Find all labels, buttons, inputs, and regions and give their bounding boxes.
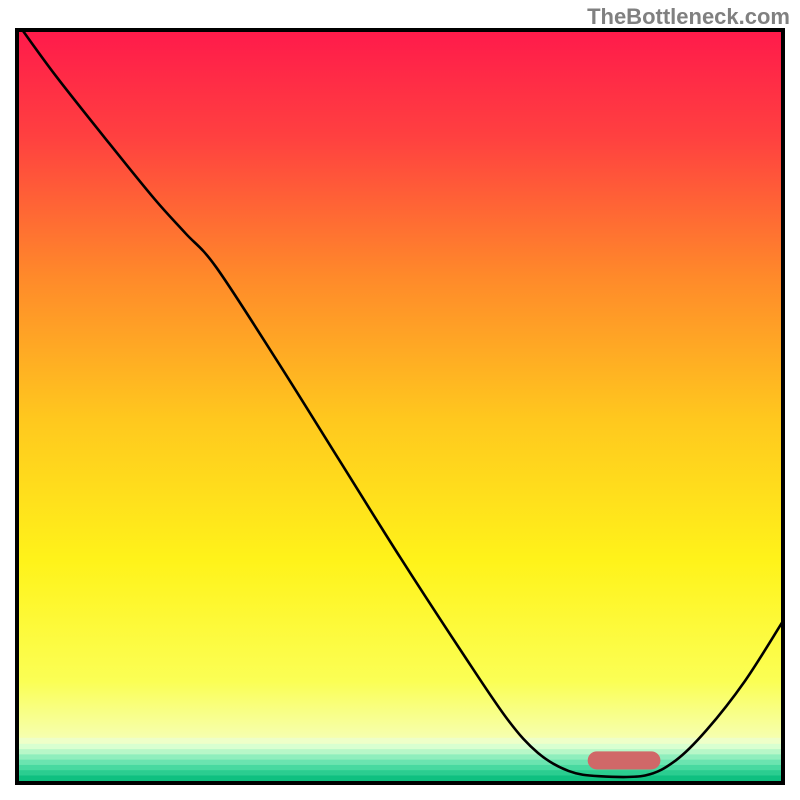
optimal-marker xyxy=(588,751,661,769)
bg-band xyxy=(17,749,783,755)
bg-band xyxy=(17,738,783,745)
bg-band xyxy=(17,754,783,760)
bg-band xyxy=(17,744,783,750)
watermark-text: TheBottleneck.com xyxy=(587,4,790,30)
chart-container: TheBottleneck.com xyxy=(0,0,800,800)
bg-band xyxy=(17,30,783,738)
bg-band xyxy=(17,770,783,776)
bottleneck-chart xyxy=(0,0,800,800)
